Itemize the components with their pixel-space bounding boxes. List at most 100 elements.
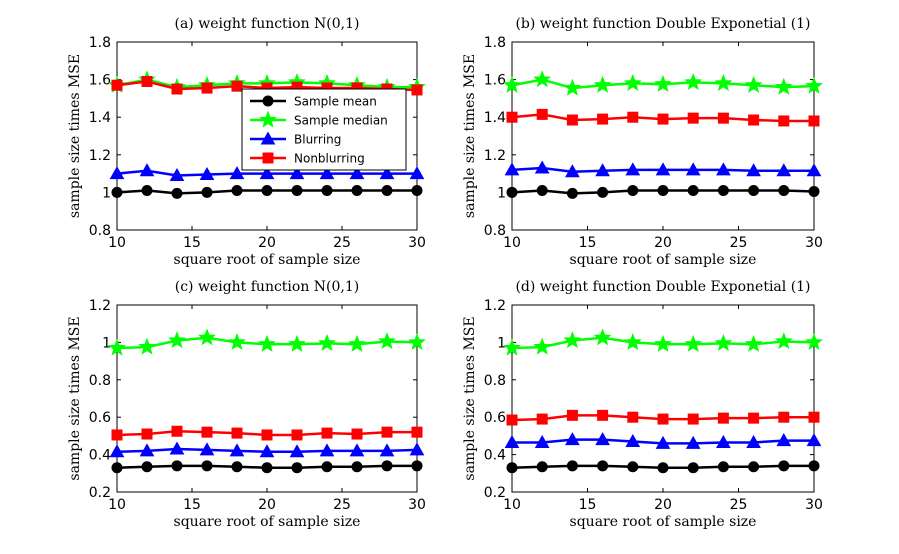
- data-point: [778, 115, 790, 127]
- chart-panel-d: 10 15 20 25 30 0.2 0.4 0.6 0.8 1 1.2 (d) weight fun…: [462, 279, 823, 530]
- y-tick-label: 1: [102, 185, 111, 201]
- data-point: [319, 443, 335, 457]
- data-point: [657, 462, 669, 474]
- y-tick-label: 1.4: [484, 110, 506, 126]
- data-point: [536, 461, 548, 473]
- data-point: [259, 444, 275, 458]
- legend: Sample mean Sample median Blurring Nonblurr…: [241, 88, 407, 171]
- data-point: [808, 411, 820, 423]
- data-point: [746, 434, 761, 448]
- series-sample-mean: [111, 185, 423, 199]
- legend-label: Nonblurring: [294, 152, 365, 166]
- x-tick-label: 30: [805, 497, 823, 513]
- data-point: [229, 166, 245, 180]
- data-point: [351, 428, 363, 440]
- data-point: [536, 108, 548, 120]
- data-point: [627, 411, 639, 423]
- data-point: [565, 164, 580, 178]
- data-point: [778, 411, 790, 423]
- data-point: [351, 461, 363, 473]
- data-point: [808, 460, 820, 472]
- x-tick-label: 20: [654, 235, 672, 251]
- data-point: [714, 73, 733, 91]
- x-tick-label: 25: [730, 235, 748, 251]
- data-point: [411, 185, 423, 197]
- x-tick-label: 15: [579, 497, 597, 513]
- series-sample-median: [503, 328, 823, 356]
- data-point: [288, 334, 306, 352]
- data-point: [687, 112, 699, 124]
- x-tick-label: 15: [183, 497, 201, 513]
- y-tick-label: 1.2: [89, 298, 111, 314]
- series-nonblurring: [111, 425, 423, 441]
- chart-panel-c: 10 15 20 25 30 0.2 0.4 0.6 0.8 1 1.2 (c) weight fun…: [67, 279, 426, 530]
- data-point: [597, 460, 609, 472]
- data-point: [657, 185, 669, 197]
- data-point: [379, 443, 395, 457]
- data-point: [171, 187, 183, 199]
- y-tick-label: 1.6: [484, 73, 506, 89]
- series-blurring: [109, 163, 425, 181]
- data-point: [168, 331, 186, 349]
- data-point: [687, 413, 699, 425]
- y-tick-label: 1.2: [484, 298, 506, 314]
- data-point: [199, 442, 215, 456]
- data-point: [774, 77, 793, 95]
- data-point: [171, 425, 183, 437]
- data-point: [685, 435, 701, 449]
- data-point: [748, 185, 760, 197]
- data-point: [319, 166, 335, 180]
- data-point: [684, 73, 703, 91]
- data-point: [805, 332, 823, 351]
- data-point: [625, 162, 641, 176]
- data-point: [566, 460, 578, 472]
- x-axis-label: square root of sample size: [570, 252, 757, 268]
- x-tick-label: 30: [408, 235, 426, 251]
- data-point: [504, 434, 520, 448]
- data-point: [289, 166, 305, 180]
- chart-title: (b) weight function Double Exponetial (1…: [515, 16, 810, 32]
- data-point: [199, 167, 215, 181]
- legend-label: Sample median: [294, 114, 388, 128]
- data-point: [533, 70, 552, 88]
- data-point: [408, 332, 426, 351]
- x-axis-label: square root of sample size: [174, 252, 361, 268]
- data-point: [566, 114, 578, 126]
- y-tick-label: 1.4: [89, 110, 111, 126]
- data-point: [111, 186, 123, 198]
- data-point: [201, 186, 213, 198]
- chart-title: (d) weight function Double Exponetial (1…: [515, 279, 810, 295]
- data-point: [381, 185, 393, 197]
- data-point: [139, 443, 155, 457]
- legend-swatch-marker: [259, 110, 277, 128]
- data-point: [744, 334, 763, 352]
- legend-swatch-marker: [260, 131, 276, 145]
- data-point: [717, 461, 729, 473]
- data-point: [776, 163, 792, 177]
- data-point: [627, 461, 639, 473]
- data-point: [411, 84, 423, 96]
- y-tick-label: 0.8: [484, 223, 506, 239]
- data-point: [536, 413, 548, 425]
- data-point: [748, 461, 760, 473]
- data-point: [595, 432, 610, 446]
- y-axis-label: sample size times MSE: [462, 54, 478, 218]
- data-point: [229, 443, 245, 457]
- y-tick-label: 0.4: [89, 448, 111, 464]
- data-point: [349, 443, 365, 457]
- data-point: [746, 163, 761, 177]
- data-point: [534, 160, 550, 174]
- data-point: [349, 166, 365, 180]
- data-point: [351, 185, 363, 197]
- series-sample-mean: [111, 460, 423, 474]
- data-point: [411, 426, 423, 438]
- data-point: [744, 75, 763, 93]
- data-point: [201, 460, 213, 472]
- data-point: [111, 79, 123, 91]
- data-point: [717, 112, 729, 124]
- legend-label: Sample mean: [294, 95, 377, 109]
- data-point: [321, 427, 333, 439]
- data-point: [321, 185, 333, 197]
- data-point: [805, 76, 823, 94]
- plot-area: [511, 41, 815, 231]
